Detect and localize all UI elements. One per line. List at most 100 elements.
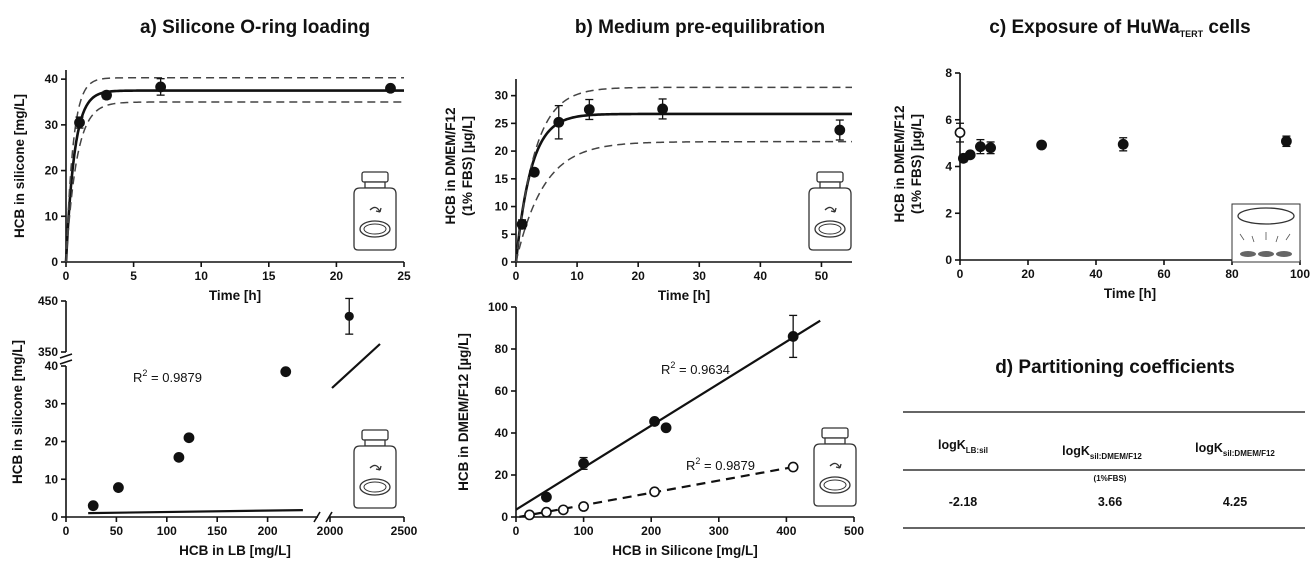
x-tick-label: 200 [641, 524, 661, 538]
data-point [183, 432, 195, 444]
data-point [74, 117, 85, 128]
x-tick-label: 2500 [391, 524, 418, 538]
x-tick-label: 40 [1089, 267, 1103, 281]
y-tick-label: 20 [495, 144, 509, 158]
data-point [344, 311, 354, 321]
data-point [1117, 138, 1129, 150]
x-tick-label: 20 [632, 269, 646, 283]
y-tick-label: 8 [945, 66, 952, 80]
r-squared-annotation: R2 = 0.9879 [686, 456, 755, 473]
data-point-open [649, 486, 660, 498]
y-tick-label: 0 [51, 255, 58, 269]
confidence-lower [515, 140, 852, 263]
x-tick-label: 0 [513, 269, 520, 283]
y-tick-label: 15 [495, 172, 509, 186]
y-tick-label: 10 [45, 209, 59, 223]
data-point [649, 416, 660, 427]
fit-line-upper-segment [331, 343, 381, 389]
y-tick-label: 4 [945, 160, 952, 174]
x-tick-label: 0 [957, 267, 964, 281]
confidence-lower [65, 101, 404, 263]
r-squared-annotation: R2 = 0.9879 [133, 368, 202, 385]
x-tick-label: 500 [844, 524, 864, 538]
y-tick-label: 40 [45, 359, 59, 373]
panel-a-title: a) Silicone O-ring loading [140, 17, 370, 38]
y-tick-label: 40 [495, 426, 509, 440]
x-tick-label: 20 [330, 269, 344, 283]
y-tick-label: 30 [495, 89, 509, 103]
data-point [834, 124, 846, 136]
fit-curve [64, 89, 404, 263]
table-value-3: 4.25 [1223, 495, 1247, 509]
data-point [385, 82, 396, 94]
x-tick-label: 40 [754, 269, 768, 283]
y-tick-label: 5 [501, 227, 508, 241]
data-point [173, 451, 185, 463]
y-tick-label: 2 [945, 206, 952, 220]
data-point [516, 218, 528, 230]
r-squared-annotation: R2 = 0.9634 [661, 360, 730, 377]
x-tick-label: 0 [63, 269, 70, 283]
confidence-upper [515, 86, 852, 263]
data-point [87, 500, 99, 512]
bottle-icon [813, 427, 857, 507]
data-point-open [954, 127, 966, 139]
data-point [528, 166, 540, 178]
data-point [985, 142, 996, 154]
table-header-3: logKsil:DMEM/F12 [1195, 441, 1275, 458]
x-tick-label: 5 [130, 269, 137, 283]
data-point-open [557, 504, 569, 516]
x-axis-label: HCB in Silicone [mg/L] [612, 543, 758, 558]
fit-line [88, 508, 303, 515]
bottle-icon [808, 171, 852, 251]
y-tick-label: 20 [45, 435, 59, 449]
data-point [578, 458, 589, 469]
x-tick-label: 60 [1157, 267, 1171, 281]
x-tick-label: 0 [513, 524, 520, 538]
x-tick-label: 10 [195, 269, 209, 283]
x-tick-label: 20 [1021, 267, 1035, 281]
data-point [1281, 135, 1292, 147]
x-tick-label: 2000 [317, 524, 344, 538]
y-tick-label: 450 [38, 294, 58, 308]
y-axis-label: HCB in DMEM/F12 (1% FBS) [µg/L] [443, 107, 475, 224]
y-axis-break [59, 353, 73, 365]
data-point [155, 81, 167, 93]
x-tick-label: 100 [157, 524, 177, 538]
table-header-2: logKsil:DMEM/F12 [1062, 444, 1142, 461]
data-point [1036, 139, 1047, 151]
x-axis-label: Time [h] [658, 288, 710, 303]
fit-line-filled [515, 319, 821, 511]
data-point-open [578, 501, 589, 512]
x-tick-label: 200 [258, 524, 278, 538]
table-header-2-extra: (1%FBS) [1094, 474, 1127, 483]
data-point [964, 149, 976, 161]
y-tick-label: 30 [45, 118, 59, 132]
y-tick-label: 0 [945, 253, 952, 267]
y-axis-label: HCB in silicone [mg/L] [12, 94, 27, 238]
y-tick-label: 0 [51, 510, 58, 524]
data-point-open [787, 461, 799, 473]
y-tick-label: 20 [495, 468, 509, 482]
x-tick-label: 100 [1290, 267, 1310, 281]
table-value-2: 3.66 [1098, 495, 1122, 509]
cell-dish-icon [1231, 203, 1301, 263]
x-tick-label: 150 [207, 524, 227, 538]
data-point [113, 482, 124, 493]
y-tick-label: 100 [488, 300, 508, 314]
x-tick-label: 400 [776, 524, 796, 538]
y-tick-label: 10 [495, 200, 509, 214]
panel-c-title: c) Exposure of HuWaTERT cells [989, 17, 1250, 39]
data-point-open [524, 509, 535, 521]
y-axis-label: HCB in silicone [mg/L] [10, 340, 25, 484]
panel-d-title: d) Partitioning coefficients [995, 357, 1235, 378]
y-tick-label: 0 [501, 510, 508, 524]
y-tick-label: 25 [495, 116, 509, 130]
y-tick-label: 10 [45, 472, 59, 486]
x-axis-label: HCB in LB [mg/L] [179, 543, 291, 558]
y-tick-label: 60 [495, 384, 509, 398]
data-point [787, 330, 799, 342]
x-tick-label: 25 [397, 269, 411, 283]
